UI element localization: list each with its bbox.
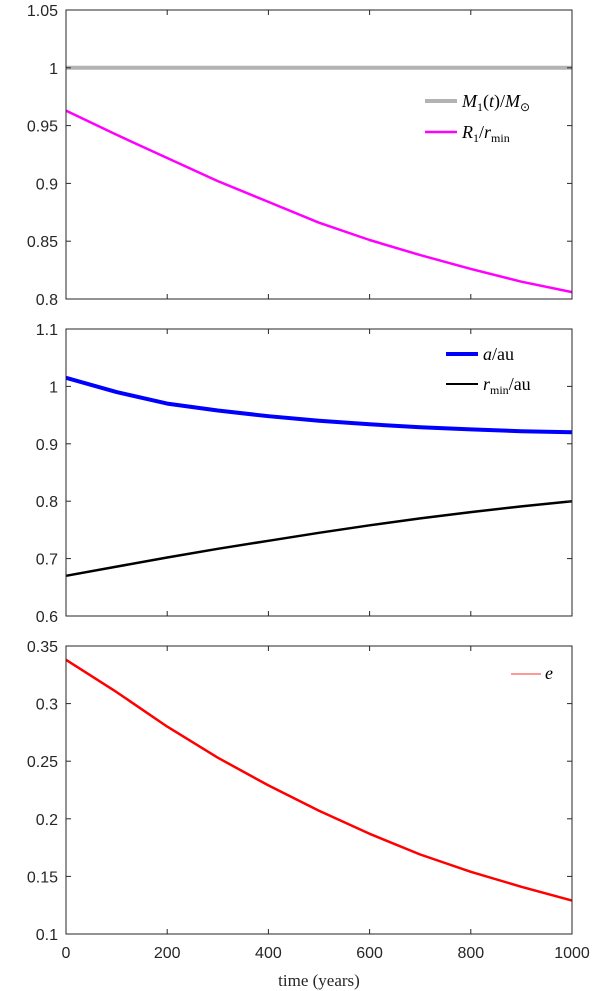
panel-1-y-tick-label: 0.85: [27, 234, 58, 251]
panel-1-series-2-line: [65, 109, 573, 294]
legend-label-mass: M1(t)/M⊙: [461, 91, 530, 114]
panel-3-x-tick-label: 400: [255, 945, 282, 962]
panel-3-series-1-line: [65, 658, 573, 902]
panel-2-y-tick-label: 1.1: [36, 322, 58, 339]
panel-3-x-tick-label: 1000: [554, 945, 590, 962]
panel-2-series: [65, 375, 573, 578]
panel-1-y-tick-label: 0.9: [36, 176, 58, 193]
panel-2-y-tick-label: 0.8: [36, 494, 58, 511]
panel-2-axes-box: [65, 328, 573, 617]
legend-panel-3: e: [511, 663, 553, 683]
panel-3-x-tick-label: 800: [457, 945, 484, 962]
panel-3-y-tick-label: 0.2: [36, 812, 58, 829]
panel-2-series-1-line: [65, 375, 573, 435]
panel-semimajor-rmin: a/au rmin/au 0.6 0.7 0.8 0.9 1 1.1: [36, 322, 573, 626]
panel-3-y-tick-label: 0.25: [27, 754, 58, 771]
panel-2-y-tick-label: 0.6: [36, 609, 58, 626]
panel-2-y-tick-label: 0.7: [36, 552, 58, 569]
panel-1-y-tick-label: 1: [49, 61, 58, 78]
panel-3-y-tick-label: 0.1: [36, 927, 58, 944]
panel-3-x-tick-label: 200: [154, 945, 181, 962]
panel-3-x-tick-label: 0: [62, 945, 71, 962]
legend-panel-2: a/au rmin/au: [446, 344, 531, 397]
panel-1-series: [65, 65, 573, 294]
x-axis-title: time (years): [278, 971, 360, 990]
panel-2-y-tick-label: 0.9: [36, 437, 58, 454]
legend-label-eccentricity: e: [545, 663, 553, 683]
panel-3-y-tick-label: 0.35: [27, 639, 58, 656]
panel-3-y-tick-label: 0.3: [36, 697, 58, 714]
panel-2-y-tick-label: 1: [49, 379, 58, 396]
legend-label-semimajor: a/au: [483, 344, 514, 364]
panel-2-series-2-line: [65, 499, 573, 578]
panel-3-series: [65, 658, 573, 902]
panel-eccentricity: e time (years) 0.1 0.15 0.2 0.25 0.3 0.35 0 200…: [27, 639, 590, 990]
panel-3-y-tick-label: 0.15: [27, 869, 58, 886]
panel-1-y-tick-label: 0.95: [27, 119, 58, 136]
panel-1-y-tick-label: 1.05: [27, 3, 58, 20]
panel-3-x-tick-label: 600: [356, 945, 383, 962]
panel-1-y-tick-label: 0.8: [36, 292, 58, 309]
panel-1-axes-box: [65, 9, 573, 300]
panel-3-axes-box: [65, 645, 573, 935]
